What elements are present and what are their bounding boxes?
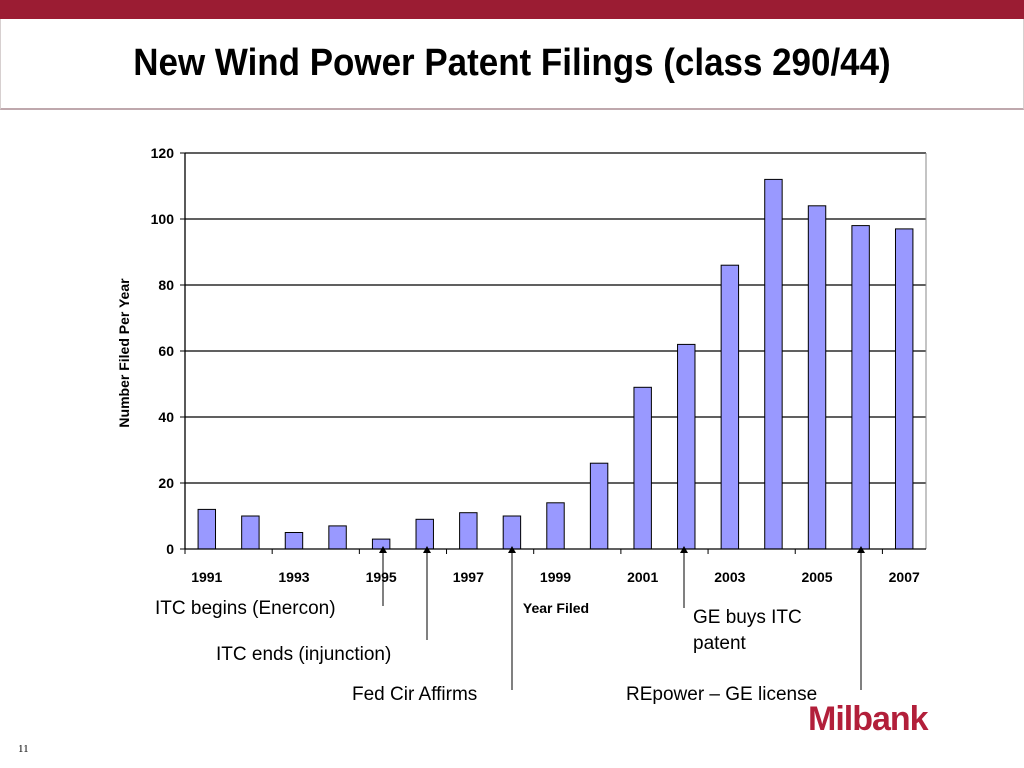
annotation-ge-buys-line1: GE buys ITC: [693, 607, 802, 628]
x-tick-label: 1993: [278, 569, 309, 585]
bar-1997: [459, 512, 478, 550]
top-brand-band: [0, 0, 1024, 19]
bar-2006: [851, 225, 870, 550]
x-tick-label: 1997: [453, 569, 484, 585]
y-tick-label: 60: [158, 343, 174, 359]
annotation-itc-ends: ITC ends (injunction): [216, 644, 392, 665]
x-tick-label: 2007: [889, 569, 920, 585]
page-number: 11: [18, 743, 29, 755]
arrowhead-itc-ends: [423, 546, 431, 553]
annotation-arrows: [379, 546, 865, 690]
bar-1998: [502, 515, 522, 550]
y-tick-label: 100: [151, 211, 175, 227]
bar-1991: [197, 508, 217, 550]
annotation-ge-buys-line2: patent: [693, 633, 746, 654]
x-tick-label: 1991: [191, 569, 222, 585]
slide-title: New Wind Power Patent Filings (class 290…: [133, 42, 891, 84]
arrowhead-ge-buys: [680, 546, 688, 553]
bar-1996: [415, 518, 434, 550]
bar-1993: [284, 532, 304, 550]
y-tick-label: 20: [158, 475, 174, 491]
annotation-fed-cir-affirms: Fed Cir Affirms: [352, 684, 478, 705]
gridlines: [185, 152, 927, 549]
bar-2001: [633, 386, 652, 550]
arrowhead-repower: [857, 546, 865, 553]
bars: [197, 178, 914, 550]
x-axis-ticks: 1991 1993 1995 1997 1999 2001 2003 2005 2007: [184, 549, 920, 585]
y-axis-ticks: 0 20 40 60 80 100 120: [151, 145, 185, 557]
bar-2007: [894, 228, 914, 550]
bar-2000: [589, 462, 609, 550]
y-tick-label: 40: [158, 409, 174, 425]
y-tick-label: 120: [151, 145, 175, 161]
y-axis-label: Number Filed Per Year: [116, 278, 132, 428]
x-tick-label: 1999: [540, 569, 571, 585]
y-tick-label: 80: [158, 277, 174, 293]
x-tick-label: 1995: [366, 569, 397, 585]
annotation-repower-ge-license: REpower – GE license: [626, 684, 818, 705]
bar-1999: [546, 502, 565, 550]
arrowhead-fed-cir: [508, 546, 516, 553]
bar-2003: [720, 264, 740, 550]
y-tick-label: 0: [166, 541, 174, 557]
bar-1994: [328, 525, 347, 550]
bar-2002: [677, 343, 696, 550]
bar-2005: [807, 205, 827, 550]
x-tick-label: 2005: [801, 569, 832, 585]
bar-1992: [241, 515, 260, 550]
arrowhead-itc-begins: [379, 546, 387, 553]
x-tick-label: 2003: [714, 569, 745, 585]
milbank-logo: Milbank: [808, 700, 929, 738]
x-tick-label: 2001: [627, 569, 658, 585]
x-axis-label: Year Filed: [523, 600, 589, 616]
bar-2004: [764, 178, 783, 550]
bar-1995: [371, 538, 391, 550]
annotation-itc-begins: ITC begins (Enercon): [155, 598, 336, 619]
